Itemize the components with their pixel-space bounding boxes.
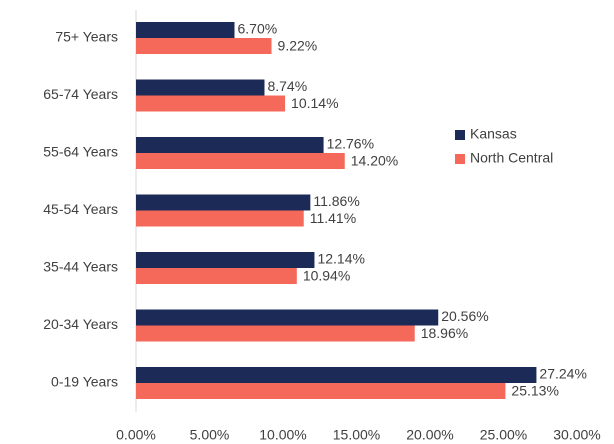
value-label: 6.70%	[237, 21, 277, 37]
bar	[136, 367, 537, 383]
x-tick-label: 20.00%	[406, 427, 453, 443]
bar	[136, 95, 286, 112]
value-label: 20.56%	[441, 308, 488, 324]
y-tick-label: 35-44 Years	[43, 259, 118, 275]
x-tick-label: 25.00%	[480, 427, 527, 443]
y-tick-label: 75+ Years	[55, 29, 118, 45]
y-tick-label: 65-74 Years	[43, 86, 118, 102]
legend-swatch	[455, 130, 465, 140]
x-tick-label: 15.00%	[333, 427, 380, 443]
value-label: 14.20%	[351, 153, 398, 169]
bar	[136, 22, 235, 38]
value-label: 12.76%	[327, 136, 374, 152]
y-tick-label: 45-54 Years	[43, 201, 118, 217]
value-label: 10.14%	[291, 95, 338, 111]
x-tick-label: 30.00%	[553, 427, 600, 443]
x-tick-label: 10.00%	[259, 427, 306, 443]
value-label: 8.74%	[267, 78, 307, 94]
legend-label: North Central	[470, 150, 553, 166]
value-label: 9.22%	[278, 38, 318, 54]
bar	[136, 38, 272, 54]
y-tick-label: 0-19 Years	[51, 374, 118, 390]
bar	[136, 137, 324, 153]
value-label: 10.94%	[303, 268, 350, 284]
bar	[136, 325, 415, 342]
bar	[136, 252, 315, 268]
bar	[136, 268, 297, 284]
value-label: 27.24%	[539, 366, 586, 382]
bar	[136, 79, 265, 96]
legend-label: Kansas	[470, 126, 517, 142]
bar	[136, 383, 506, 399]
value-label: 11.41%	[310, 210, 356, 226]
bar	[136, 194, 311, 211]
bar	[136, 210, 304, 227]
value-label: 11.86%	[313, 193, 359, 209]
bar	[136, 309, 439, 326]
y-tick-label: 55-64 Years	[43, 144, 118, 160]
value-label: 12.14%	[317, 251, 364, 267]
legend-swatch	[455, 154, 465, 164]
y-tick-label: 20-34 Years	[43, 316, 118, 332]
value-label: 18.96%	[421, 325, 468, 341]
x-tick-label: 0.00%	[116, 427, 156, 443]
bar	[136, 153, 345, 169]
value-label: 25.13%	[511, 383, 558, 399]
x-tick-label: 5.00%	[190, 427, 230, 443]
